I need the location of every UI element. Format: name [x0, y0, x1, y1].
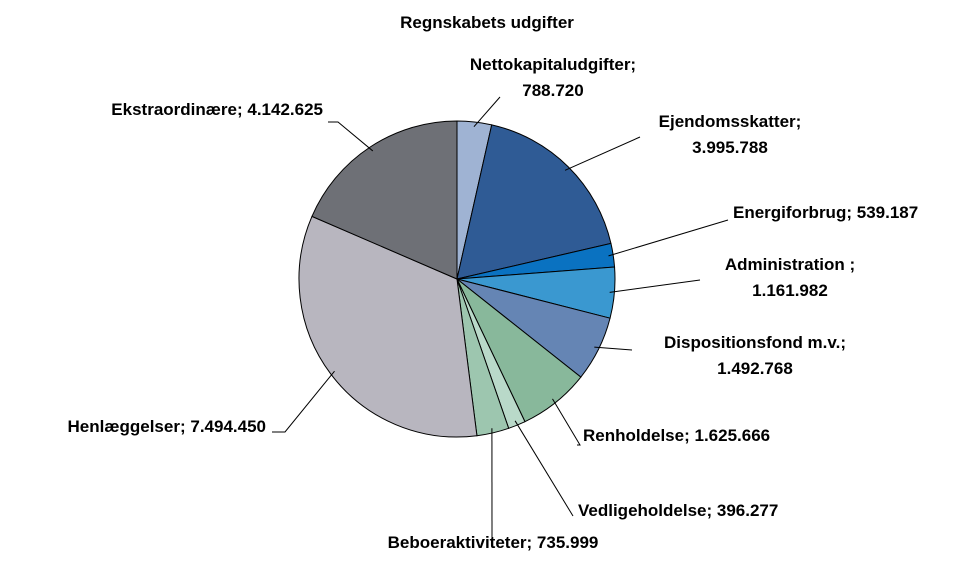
data-label: Renholdelse; 1.625.666: [583, 426, 770, 445]
leader-line: [609, 279, 701, 293]
data-label: Ekstraordinære; 4.142.625: [111, 100, 323, 119]
leader-line: [564, 136, 641, 171]
value-label: 1.625.666: [694, 426, 770, 445]
category-label: Henlæggelser;: [68, 417, 186, 436]
value-label: 3.995.788: [692, 138, 768, 157]
category-label: Renholdelse;: [583, 426, 690, 445]
data-label: Nettokapitaludgifter; 788.720: [470, 55, 636, 100]
category-label: Administration ;: [725, 255, 855, 274]
category-label: Ejendomsskatter;: [659, 112, 802, 131]
category-label: Ekstraordinære;: [111, 100, 242, 119]
value-label: 7.494.450: [190, 417, 266, 436]
leader-line: [514, 420, 574, 517]
data-label: Administration ; 1.161.982: [725, 255, 855, 300]
leader-line: [328, 121, 374, 152]
leader-line: [473, 96, 501, 128]
pie-slice: [311, 120, 458, 280]
leader-line: [272, 370, 335, 433]
category-label: Beboeraktiviteter;: [388, 533, 533, 552]
leader-line: [608, 219, 729, 257]
category-label: Energiforbrug;: [733, 203, 852, 222]
pie-slice: [456, 124, 612, 280]
value-label: 1.161.982: [752, 281, 828, 300]
data-label: Ejendomsskatter; 3.995.788: [659, 112, 802, 157]
category-label: Vedligeholdelse;: [578, 501, 712, 520]
leader-line: [552, 398, 581, 446]
value-label: 396.277: [717, 501, 778, 520]
chart-title: Regnskabets udgifter: [400, 13, 574, 32]
data-label: Energiforbrug; 539.187: [733, 203, 918, 222]
pie-slice: [298, 215, 478, 438]
data-label: Beboeraktiviteter; 735.999: [388, 533, 599, 552]
value-label: 735.999: [537, 533, 598, 552]
value-label: 4.142.625: [247, 100, 323, 119]
data-label: Dispositionsfond m.v.; 1.492.768: [664, 333, 846, 378]
data-label: Henlæggelser; 7.494.450: [68, 417, 266, 436]
value-label: 539.187: [857, 203, 918, 222]
leader-line: [594, 346, 633, 351]
value-label: 1.492.768: [717, 359, 793, 378]
category-label: Nettokapitaludgifter;: [470, 55, 636, 74]
data-label: Vedligeholdelse; 396.277: [578, 501, 778, 520]
value-label: 788.720: [522, 81, 583, 100]
category-label: Dispositionsfond m.v.;: [664, 333, 846, 352]
